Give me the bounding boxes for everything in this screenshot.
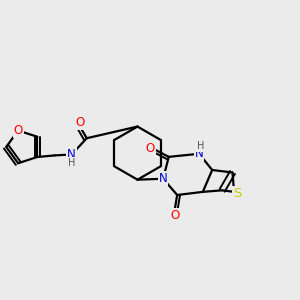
Text: H: H (197, 141, 204, 151)
Text: N: N (67, 148, 76, 161)
Text: O: O (146, 142, 154, 155)
Text: S: S (233, 187, 242, 200)
Text: H: H (68, 158, 75, 168)
Text: O: O (75, 116, 85, 129)
Text: N: N (159, 172, 167, 185)
Text: O: O (14, 124, 23, 137)
Text: O: O (170, 209, 179, 222)
Text: N: N (195, 147, 203, 160)
